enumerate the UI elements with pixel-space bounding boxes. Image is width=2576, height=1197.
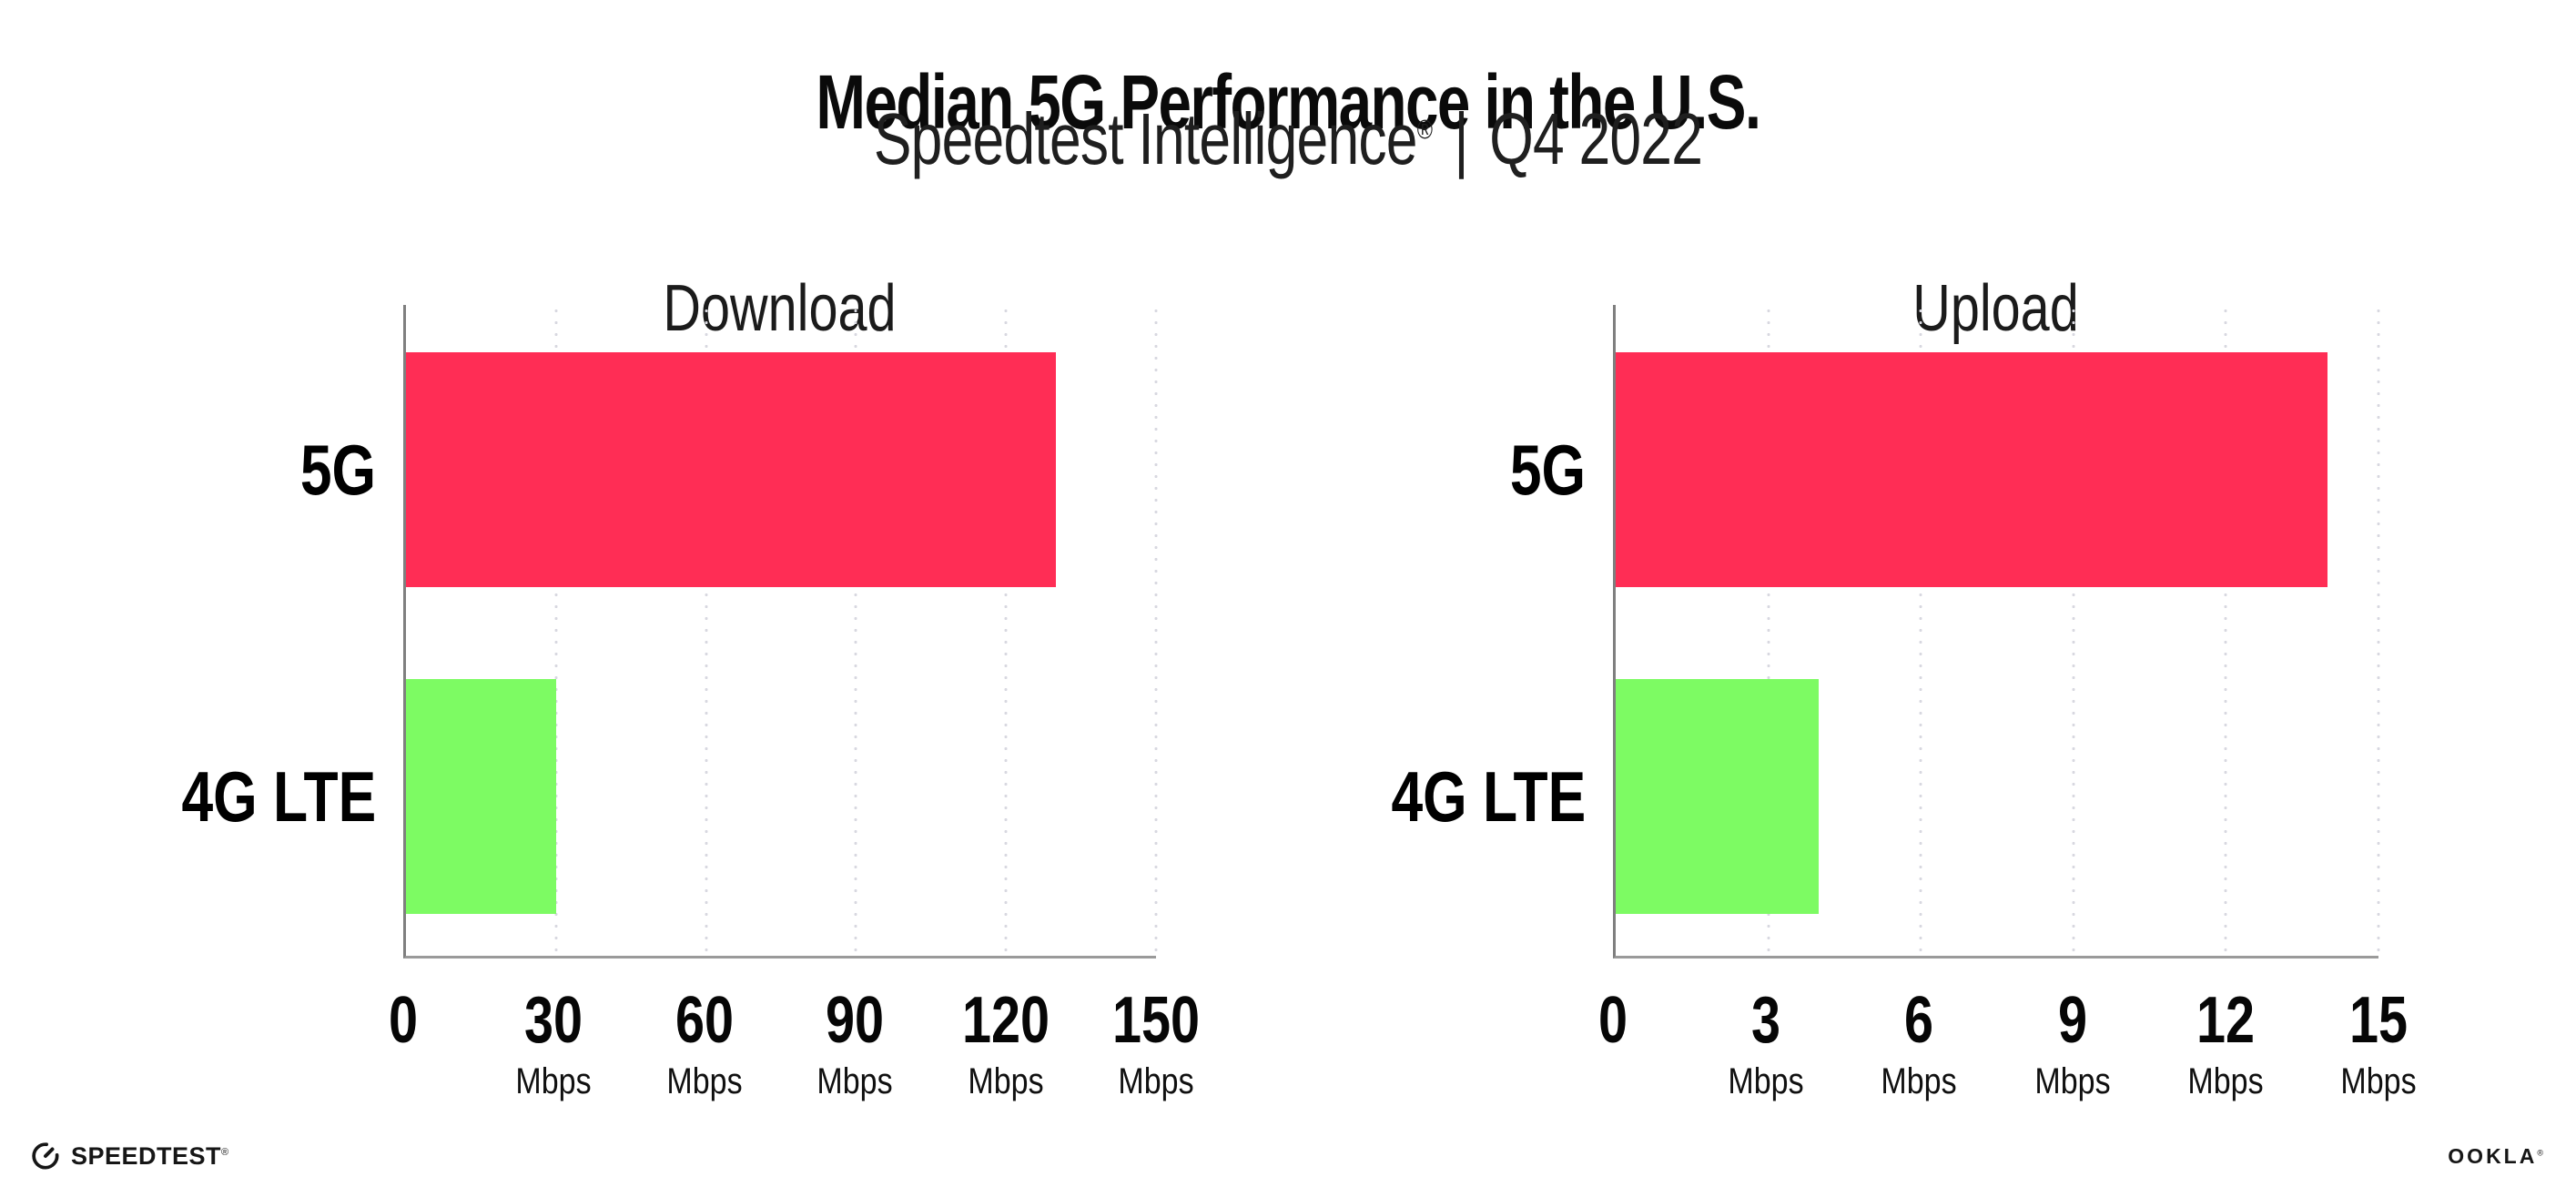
speedtest-label: SPEEDTEST [71,1141,222,1170]
x-tick-12: 12 Mbps [2181,988,2270,1101]
tick-value: 6 [1904,984,1934,1057]
tick-value: 120 [961,984,1050,1057]
gridline-150 [1154,305,1158,956]
tick-unit: Mbps [2187,1061,2264,1101]
category-label-5g: 5G [1509,430,1586,510]
tick-value: 15 [2348,984,2409,1057]
x-tick-3: 3 Mbps [1721,988,1810,1101]
speedtest-gauge-icon [32,1142,59,1170]
gridline-15 [2377,305,2380,956]
x-tick-9: 9 Mbps [2028,988,2117,1101]
subtitle-period: Q4 2022 [1489,98,1703,179]
x-tick-30: 30 Mbps [509,988,598,1101]
category-label-5g: 5G [299,430,376,510]
gridline-30 [554,305,558,956]
gridline-6 [1919,305,1922,956]
category-label-4g-lte: 4G LTE [1391,756,1586,837]
tick-unit: Mbps [1881,1061,1957,1101]
ookla-label: OOKLA [2448,1144,2538,1168]
subtitle-separator: | [1454,98,1468,179]
tick-value: 90 [826,984,885,1057]
x-tick-60: 60 Mbps [660,988,749,1101]
tick-unit: Mbps [968,1061,1044,1101]
tick-unit: Mbps [1118,1061,1194,1101]
plot-area [403,305,1158,959]
tick-unit: Mbps [2034,1061,2111,1101]
download-chart: Download 5G 4G LTE 0 30 Mbps 60 Mbps 90 Mbps 120… [181,276,1200,1101]
gridline-12 [2224,305,2227,956]
tick-value: 12 [2196,984,2255,1057]
x-tick-0: 0 [385,988,421,1053]
gridline-9 [2072,305,2075,956]
bar-4g-lte [1616,679,1820,914]
tick-unit: Mbps [666,1061,743,1101]
tick-unit: Mbps [1728,1061,1804,1101]
tick-unit: Mbps [816,1061,893,1101]
tick-unit: Mbps [2340,1061,2417,1101]
speedtest-wordmark: SPEEDTEST® [71,1141,229,1170]
bar-4g-lte [406,679,556,914]
bar-5g [1616,352,2328,587]
gridline-60 [705,305,708,956]
tick-unit: Mbps [515,1061,592,1101]
upload-chart: Upload 5G 4G LTE 0 3 Mbps 6 Mbps 9 Mbps 12 Mbps 15… [1391,276,2416,1101]
tick-value: 9 [2057,984,2087,1057]
x-tick-6: 6 Mbps [1874,988,1963,1101]
x-axis-ticks: 0 3 Mbps 6 Mbps 9 Mbps 12 Mbps 15 Mbps [1598,988,2417,1106]
x-tick-150: 150 Mbps [1101,988,1211,1101]
tick-value: 0 [388,984,419,1057]
category-label-4g-lte: 4G LTE [181,756,376,837]
gridline-120 [1004,305,1008,956]
gridline-90 [854,305,857,956]
tick-value: 0 [1597,984,1628,1057]
tick-value: 3 [1751,984,1781,1057]
gridline-3 [1767,305,1770,956]
registered-mark: ® [1416,115,1433,146]
ookla-logo: OOKLA® [2448,1146,2543,1167]
plot-area [1613,305,2380,959]
speedtest-logo: SPEEDTEST® [30,1141,229,1172]
page-subtitle: Speedtest Intelligence® | Q4 2022 [283,103,2292,176]
x-tick-0: 0 [1595,988,1631,1053]
tick-value: 60 [674,984,734,1057]
tick-value: 30 [524,984,583,1057]
x-axis-ticks: 0 30 Mbps 60 Mbps 90 Mbps 120 Mbps 150 Mbps [389,988,1200,1106]
chart-title-upload: Upload [1912,271,2079,345]
x-tick-90: 90 Mbps [810,988,899,1101]
x-tick-120: 120 Mbps [951,988,1060,1101]
page-title: Median 5G Performance in the U.S. [816,59,1761,146]
subtitle-brand: Speedtest Intelligence [873,98,1418,179]
bar-5g [406,352,1057,587]
x-tick-15: 15 Mbps [2334,988,2423,1101]
ookla-registered-mark: ® [2537,1148,2543,1158]
tick-value: 150 [1111,984,1201,1057]
speedtest-registered-mark: ® [221,1146,229,1158]
